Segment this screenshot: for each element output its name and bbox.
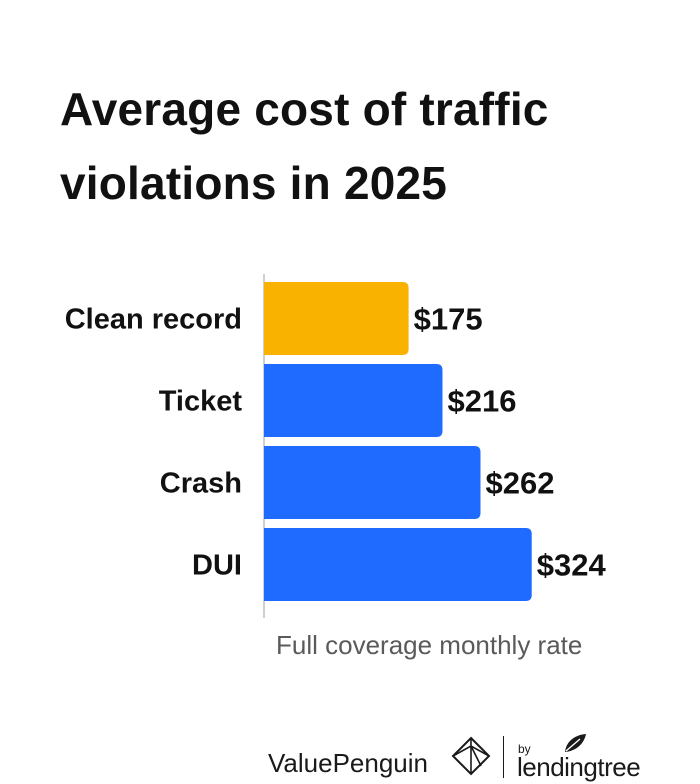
category-label-ticket: Ticket xyxy=(159,386,243,418)
category-label-crash: Crash xyxy=(160,468,242,500)
valuepenguin-logo-icon xyxy=(451,736,491,776)
x-axis-label: Full coverage monthly rate xyxy=(276,630,583,660)
lendingtree-leaf-icon xyxy=(565,734,586,752)
category-label-dui: DUI xyxy=(192,550,242,582)
footer-divider xyxy=(503,736,504,778)
value-label-clean-record: $175 xyxy=(414,302,483,337)
bar-ticket xyxy=(264,364,443,437)
footer-branding: ValuePenguin by lendingtree xyxy=(268,730,688,782)
value-label-ticket: $216 xyxy=(447,384,516,419)
bar-chart: Clean record $175 Ticket $216 Crash $262 DUI $3… xyxy=(65,274,607,618)
bar-clean-record xyxy=(264,282,409,355)
category-label-clean-record: Clean record xyxy=(65,304,242,336)
value-label-crash: $262 xyxy=(485,466,554,501)
chart-title-line-2: violations in 2025 xyxy=(60,157,448,209)
bar-dui xyxy=(264,528,532,601)
bar-crash xyxy=(264,446,481,519)
bars-group: Clean record $175 Ticket $216 Crash $262 DUI $3… xyxy=(65,282,607,601)
by-text: by xyxy=(518,742,531,756)
valuepenguin-wordmark: ValuePenguin xyxy=(268,748,428,778)
lendingtree-wordmark: lendingtree xyxy=(517,752,641,782)
chart-title-line-1: Average cost of traffic xyxy=(60,83,549,135)
chart-title: Average cost of traffic violations in 20… xyxy=(60,72,660,220)
value-label-dui: $324 xyxy=(537,548,607,583)
